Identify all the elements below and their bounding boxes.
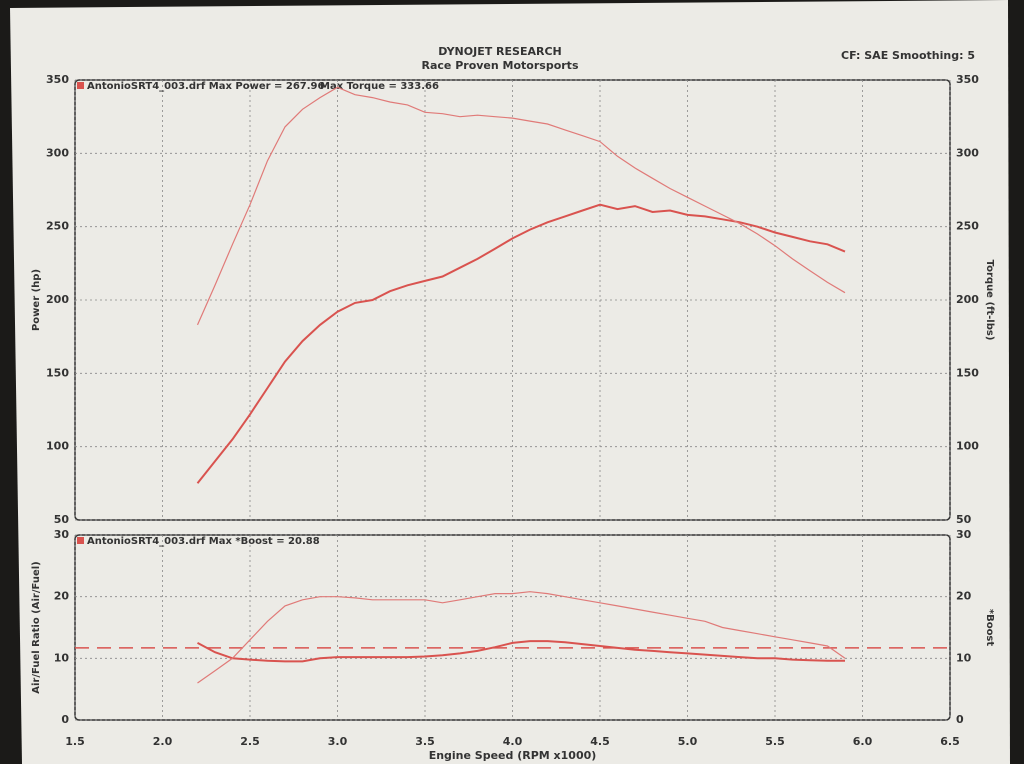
y-tick-label: 200 — [46, 293, 69, 306]
y2-tick-label: 10 — [956, 651, 972, 664]
y-tick-label: 20 — [54, 590, 70, 603]
y2-tick-label: 50 — [956, 513, 972, 526]
legend-text: AntonioSRT4_003.drf Max *Boost = 20.88 — [87, 536, 320, 547]
data-line — [197, 640, 845, 663]
y-tick-label: 150 — [46, 366, 69, 379]
y2-tick-label: 20 — [956, 590, 972, 603]
y-axis-label: Air/Fuel Ratio (Air/Fuel) — [31, 561, 42, 693]
paper — [10, 0, 1010, 764]
y-axis-label: Power (hp) — [31, 269, 42, 331]
y2-tick-label: 100 — [956, 440, 979, 453]
title: DYNOJET RESEARCH — [438, 45, 561, 58]
y2-tick-label: 300 — [956, 146, 979, 159]
legend-swatch — [77, 82, 84, 89]
y-tick-label: 10 — [54, 651, 70, 664]
settings: CF: SAE Smoothing: 5 — [841, 49, 975, 62]
x-tick-label: 2.5 — [240, 735, 260, 748]
y-tick-label: 350 — [46, 73, 69, 86]
y-tick-label: 250 — [46, 220, 69, 233]
x-tick-label: 3.0 — [328, 735, 348, 748]
x-axis-label: Engine Speed (RPM x1000) — [429, 749, 597, 762]
legend-swatch — [77, 537, 84, 544]
legend-text: AntonioSRT4_003.drf Max Power = 267.96 — [87, 81, 325, 92]
y2-axis-label: Torque (ft-lbs) — [984, 260, 995, 341]
y-tick-label: 300 — [46, 146, 69, 159]
x-tick-label: 6.0 — [853, 735, 873, 748]
y2-tick-label: 250 — [956, 220, 979, 233]
x-tick-label: 4.5 — [590, 735, 610, 748]
subtitle: Race Proven Motorsports — [422, 59, 579, 72]
x-tick-label: 4.0 — [503, 735, 523, 748]
x-tick-label: 5.5 — [765, 735, 785, 748]
y2-tick-label: 150 — [956, 366, 979, 379]
x-tick-label: 5.0 — [678, 735, 698, 748]
y2-tick-label: 200 — [956, 293, 979, 306]
x-tick-label: 2.0 — [153, 735, 173, 748]
legend-text: Max Torque = 333.66 — [320, 81, 439, 92]
y2-tick-label: 0 — [956, 713, 964, 726]
y-tick-label: 0 — [61, 713, 69, 726]
y-tick-label: 50 — [54, 513, 70, 526]
x-tick-label: 6.5 — [940, 735, 960, 748]
x-tick-label: 3.5 — [415, 735, 435, 748]
y2-tick-label: 350 — [956, 73, 979, 86]
y-tick-label: 30 — [54, 528, 70, 541]
y-tick-label: 100 — [46, 440, 69, 453]
y2-axis-label: *Boost — [984, 609, 995, 647]
data-line — [196, 86, 846, 326]
y2-tick-label: 30 — [956, 528, 972, 541]
data-line — [197, 591, 846, 684]
x-tick-label: 1.5 — [65, 735, 85, 748]
